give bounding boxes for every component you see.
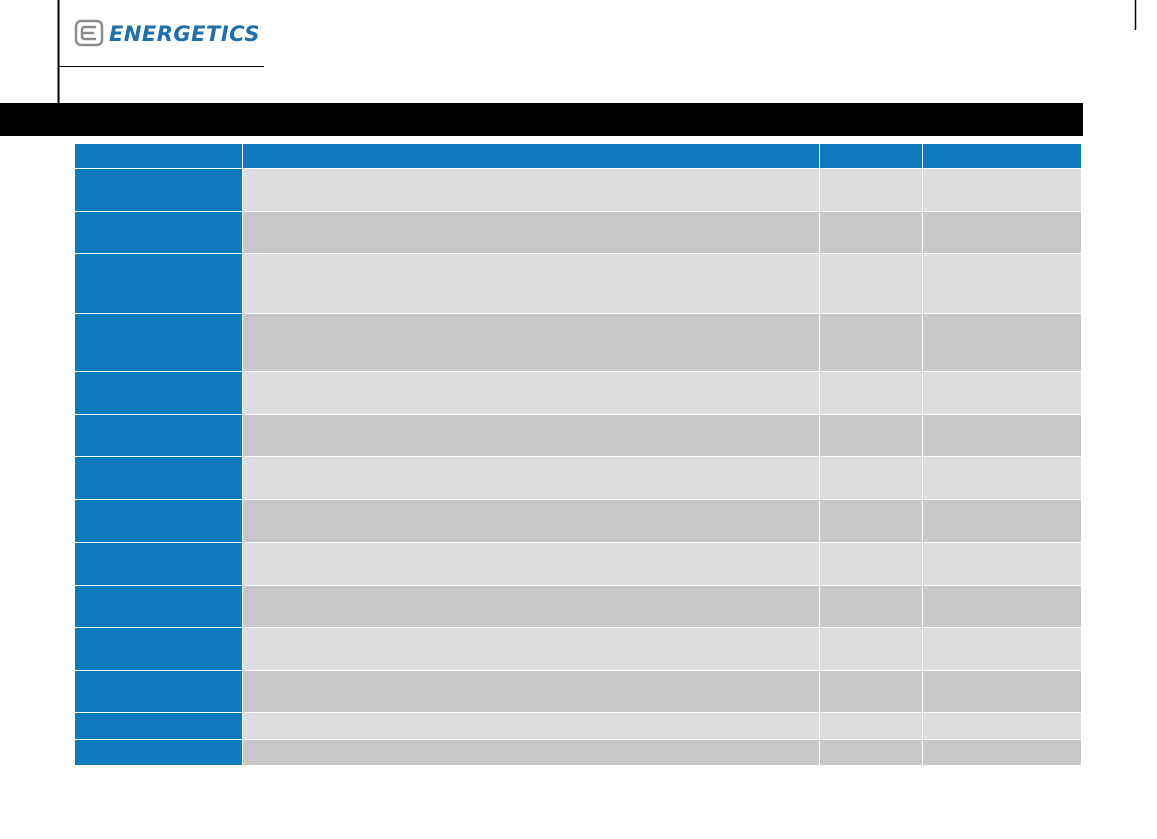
- table-cell: [243, 212, 819, 253]
- table-cell: [243, 169, 819, 211]
- table-cell: [923, 586, 1081, 627]
- table-cell: [923, 740, 1081, 765]
- table-cell: [75, 628, 242, 670]
- table-cell: [820, 500, 922, 542]
- table-cell: [923, 372, 1081, 414]
- table-cell: [820, 671, 922, 712]
- table-cell: [75, 500, 242, 542]
- table-cell: [243, 671, 819, 712]
- table-cell: [75, 457, 242, 499]
- table-cell: [243, 500, 819, 542]
- table-cell: [75, 740, 242, 765]
- table-cell: [243, 628, 819, 670]
- table-cell: [820, 713, 922, 739]
- table-cell: [820, 415, 922, 456]
- table-cell: [243, 740, 819, 765]
- header-cell: [243, 144, 819, 168]
- table-cell: [923, 254, 1081, 313]
- table-cell: [75, 543, 242, 585]
- header-cell: [75, 144, 242, 168]
- table-cell: [820, 543, 922, 585]
- table-cell: [820, 314, 922, 371]
- header-cell: [820, 144, 922, 168]
- table-cell: [75, 586, 242, 627]
- table-cell: [75, 314, 242, 371]
- table-cell: [820, 212, 922, 253]
- table: [75, 144, 1081, 765]
- table-cell: [243, 586, 819, 627]
- table-cell: [243, 457, 819, 499]
- table-cell: [243, 314, 819, 371]
- table-cell: [820, 586, 922, 627]
- logo: ENERGETICS: [74, 19, 260, 47]
- logo-letter: [80, 25, 96, 41]
- table-cell: [923, 169, 1081, 211]
- table-cell: [923, 543, 1081, 585]
- table-cell: [243, 372, 819, 414]
- brand-name: ENERGETICS: [109, 22, 260, 46]
- title-bar: [0, 103, 1083, 136]
- table-cell: [923, 500, 1081, 542]
- table-cell: [923, 457, 1081, 499]
- table-cell: [820, 740, 922, 765]
- table-cell: [75, 254, 242, 313]
- table-cell: [243, 543, 819, 585]
- logo-icon: [74, 19, 104, 47]
- table-cell: [75, 372, 242, 414]
- table-cell: [923, 314, 1081, 371]
- table-cell: [75, 169, 242, 211]
- table-cell: [923, 671, 1081, 712]
- table-cell: [820, 254, 922, 313]
- table-cell: [243, 713, 819, 739]
- table-cell: [923, 212, 1081, 253]
- table-cell: [923, 628, 1081, 670]
- table-cell: [820, 169, 922, 211]
- table-cell: [923, 415, 1081, 456]
- table-cell: [820, 457, 922, 499]
- table-cell: [243, 415, 819, 456]
- table-cell: [820, 628, 922, 670]
- table-cell: [923, 713, 1081, 739]
- table-cell: [75, 713, 242, 739]
- table-cell: [243, 254, 819, 313]
- header-cell: [923, 144, 1081, 168]
- table-cell: [75, 671, 242, 712]
- table-cell: [820, 372, 922, 414]
- table-cell: [75, 415, 242, 456]
- table-cell: [75, 212, 242, 253]
